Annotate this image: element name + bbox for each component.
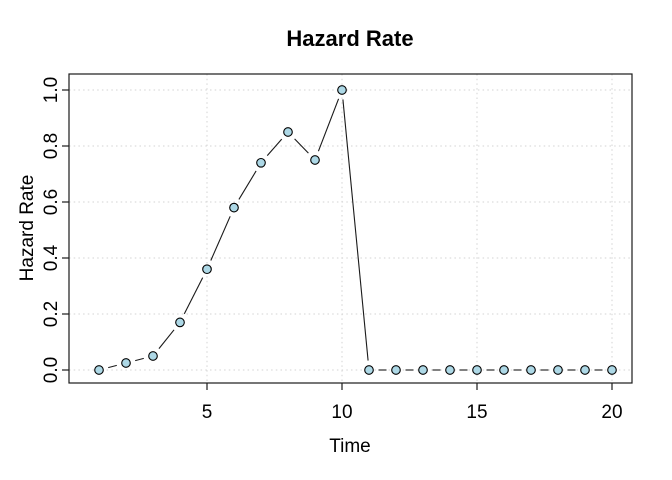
y-tick-label: 0.6 bbox=[41, 189, 62, 215]
chart-title: Hazard Rate bbox=[286, 26, 413, 51]
data-point bbox=[553, 365, 563, 375]
data-point bbox=[94, 365, 104, 375]
data-line-segment bbox=[294, 138, 309, 154]
x-tick-label: 5 bbox=[202, 402, 213, 423]
y-tick-label: 0.0 bbox=[41, 357, 62, 383]
data-point bbox=[445, 365, 455, 375]
data-point bbox=[499, 365, 509, 375]
y-tick-label: 0.2 bbox=[41, 301, 62, 327]
data-point bbox=[607, 365, 617, 375]
data-point bbox=[256, 157, 266, 168]
y-tick-label: 0.4 bbox=[41, 244, 62, 271]
data-line-segment bbox=[317, 98, 340, 152]
y-tick-label: 0.8 bbox=[41, 133, 62, 159]
x-tick-label: 15 bbox=[466, 402, 487, 423]
data-point bbox=[337, 85, 347, 95]
data-point bbox=[364, 365, 374, 375]
data-point bbox=[580, 365, 590, 375]
data-point bbox=[310, 155, 320, 165]
x-axis-label: Time bbox=[329, 436, 371, 457]
data-point bbox=[229, 202, 239, 213]
data-point bbox=[526, 365, 536, 375]
plot-box bbox=[68, 73, 633, 384]
x-tick-label: 10 bbox=[331, 402, 352, 423]
data-point bbox=[391, 365, 401, 375]
data-point bbox=[283, 127, 293, 137]
data-point bbox=[202, 264, 212, 275]
y-tick-label: 1.0 bbox=[41, 77, 62, 103]
data-point bbox=[148, 351, 158, 361]
data-point bbox=[418, 365, 428, 375]
data-line-segment bbox=[135, 357, 144, 362]
x-tick-label: 20 bbox=[601, 402, 622, 423]
data-point bbox=[121, 358, 131, 368]
data-point bbox=[472, 365, 482, 375]
data-line-segment bbox=[210, 216, 231, 261]
data-line-segment bbox=[183, 277, 204, 315]
y-axis-label: Hazard Rate bbox=[17, 175, 38, 282]
data-line-segment bbox=[342, 99, 369, 361]
data-line-segment bbox=[158, 329, 175, 349]
data-point bbox=[175, 317, 185, 328]
data-line-segment bbox=[266, 138, 283, 157]
data-line-segment bbox=[238, 170, 257, 200]
data-line-segment bbox=[108, 364, 117, 369]
